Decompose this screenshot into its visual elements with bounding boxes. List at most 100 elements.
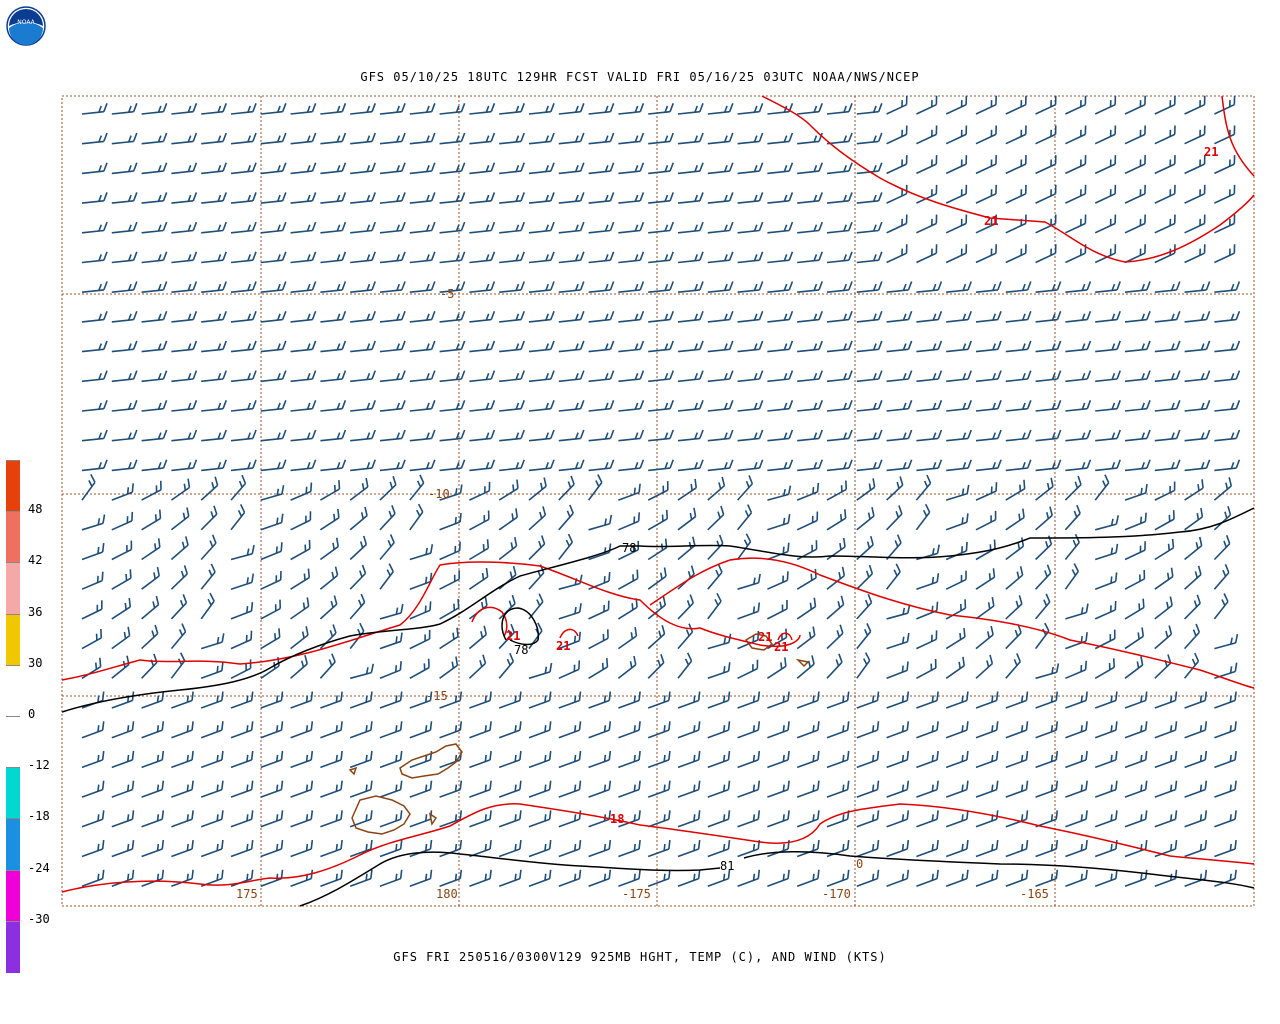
wind-barb (945, 570, 967, 590)
wind-barb (379, 505, 396, 531)
wind-barb (230, 132, 257, 145)
wind-barb (1005, 429, 1032, 442)
wind-barb (886, 691, 910, 709)
wind-barb (1095, 281, 1121, 293)
wind-barb (230, 192, 257, 204)
wind-barb (767, 251, 794, 264)
wind-barb (1005, 459, 1032, 472)
wind-barb (975, 244, 997, 264)
wind-barb (1214, 184, 1236, 204)
wind-barb (171, 310, 198, 323)
wind-barb (886, 750, 910, 769)
wind-barb (1154, 429, 1181, 442)
wind-barb (1094, 95, 1117, 115)
wind-barb (528, 162, 555, 175)
wind-barb (737, 691, 761, 709)
wind-barb (290, 721, 314, 739)
wind-barb (141, 653, 158, 679)
wind-barb (81, 473, 96, 501)
lon-label: 180 (436, 887, 458, 901)
wind-barb (648, 221, 674, 234)
lat-lon-grid (61, 95, 1255, 907)
wind-barb (856, 310, 883, 323)
wind-barb (469, 459, 496, 472)
wind-barb (826, 653, 843, 679)
temp-label: 21 (556, 639, 570, 653)
wind-barb (469, 370, 496, 383)
wind-barb (826, 480, 848, 501)
color-scale-label: -18 (28, 809, 50, 824)
wind-barb (499, 459, 525, 472)
wind-barb (677, 780, 701, 798)
wind-barb (945, 869, 969, 887)
wind-barb (379, 162, 406, 175)
wind-barb (677, 536, 696, 561)
wind-barb (886, 125, 908, 145)
wind-barb (1124, 155, 1146, 175)
wind-barb (618, 103, 645, 115)
wind-barb (945, 244, 968, 264)
wind-barb (975, 780, 999, 798)
wind-barb (111, 340, 138, 353)
wind-barb (796, 568, 817, 590)
temp-label: 21 (506, 629, 520, 643)
wind-barb (260, 542, 283, 561)
wind-barb (1213, 593, 1229, 620)
wind-barb (290, 132, 317, 145)
wind-barb (1154, 155, 1176, 175)
wind-barb (1124, 483, 1148, 501)
wind-barb (1005, 155, 1027, 175)
wind-barb (1065, 95, 1087, 115)
wind-barb (528, 506, 547, 531)
wind-barb (1094, 658, 1116, 679)
wind-barb (528, 103, 555, 115)
wind-barb (290, 511, 312, 531)
wind-barb (916, 155, 938, 175)
wind-barb (707, 103, 734, 115)
wind-barb (528, 400, 555, 412)
wind-barb (737, 659, 759, 680)
wind-barb (379, 400, 406, 412)
wind-barb (320, 340, 347, 353)
wind-barb (1005, 214, 1027, 234)
wind-barb (648, 459, 674, 472)
wind-barb (1214, 633, 1239, 650)
wind-barb (737, 370, 764, 383)
wind-barb (618, 839, 641, 858)
wind-barb (826, 192, 853, 204)
wind-barb (1184, 565, 1202, 590)
color-scale-label: 48 (28, 502, 43, 517)
wind-barb (439, 691, 463, 709)
wind-barb (946, 429, 972, 442)
wind-barb (111, 569, 132, 590)
wind-barb (260, 310, 287, 323)
wind-barb (528, 132, 555, 145)
wind-barb (588, 310, 615, 323)
wind-barb (349, 750, 373, 769)
wind-barb (379, 370, 406, 383)
wind-barb (260, 251, 287, 264)
wind-barb (1005, 537, 1025, 561)
wind-barb (796, 691, 820, 709)
wind-barb (707, 476, 726, 501)
wind-barb (767, 400, 794, 412)
wind-barb (707, 839, 731, 858)
wind-barb (975, 125, 997, 145)
wind-barb (1094, 155, 1117, 175)
wind-barb (945, 95, 968, 115)
wind-barb (379, 691, 403, 709)
wind-barb (499, 162, 525, 175)
wind-barb (171, 281, 198, 293)
wind-barb (528, 251, 555, 264)
wind-barb (1214, 400, 1241, 412)
wind-barb (1124, 691, 1148, 709)
wind-barb (260, 132, 287, 145)
wind-barb (558, 340, 585, 353)
wind-barb (81, 310, 108, 323)
wind-barb (1214, 310, 1241, 323)
wind-barb (469, 869, 492, 887)
wind-barb (1214, 780, 1237, 798)
wind-barb (141, 370, 168, 383)
wind-barb (797, 459, 823, 472)
wind-barb (1154, 839, 1178, 858)
